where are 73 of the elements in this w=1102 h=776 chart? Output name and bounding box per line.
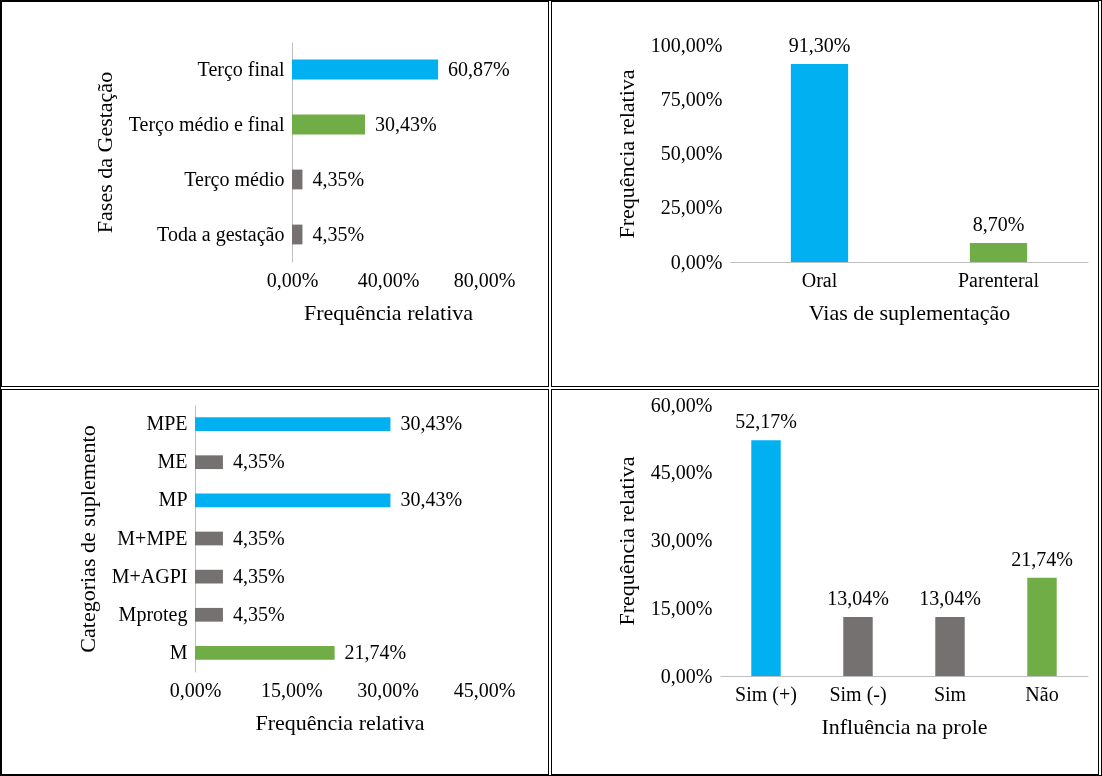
y-axis-title: Frequência relativa — [613, 69, 639, 239]
x-tick-label: Oral — [801, 268, 838, 291]
y-tick-label: 45,00% — [650, 461, 713, 484]
bar — [195, 493, 391, 508]
y-tick-label: 100,00% — [650, 33, 723, 56]
bar — [195, 569, 223, 584]
y-tick-label: MP — [158, 488, 188, 511]
y-tick-label: 0,00% — [670, 250, 723, 273]
data-label: 4,35% — [232, 450, 285, 473]
y-tick-label: 30,00% — [650, 529, 713, 551]
bar — [751, 440, 781, 676]
y-tick-label: Terço final — [197, 57, 285, 81]
y-tick-label: Terço médio — [184, 167, 285, 191]
x-tick-label: 30,00% — [357, 678, 419, 701]
bar — [195, 531, 223, 546]
bar — [195, 417, 391, 431]
data-label: 60,87% — [448, 57, 510, 80]
bar — [195, 607, 223, 622]
y-axis-title: Fases da Gestação — [91, 71, 117, 234]
data-label: 21,74% — [1011, 547, 1073, 570]
bar — [1027, 577, 1057, 676]
data-label: 21,74% — [344, 640, 407, 663]
y-tick-label: ME — [157, 450, 188, 473]
x-tick-label: 80,00% — [453, 268, 516, 291]
x-axis-title: Influência na prole — [821, 713, 988, 739]
y-tick-label: M+MPE — [117, 526, 188, 549]
y-tick-label: 75,00% — [660, 87, 723, 110]
data-label: 4,35% — [312, 222, 365, 245]
x-axis-title: Vias de suplementação — [808, 299, 1011, 325]
x-tick-label: Parenteral — [957, 268, 1040, 291]
data-label: 52,17% — [735, 410, 797, 433]
x-tick-label: 45,00% — [453, 678, 516, 701]
y-tick-label: M+AGPI — [111, 564, 188, 587]
x-tick-label: 15,00% — [261, 678, 323, 701]
bar — [843, 617, 873, 676]
bar — [292, 114, 366, 135]
data-label: 4,35% — [232, 526, 285, 549]
bar — [292, 224, 303, 245]
bar — [935, 617, 965, 676]
y-tick-label: 50,00% — [660, 142, 723, 164]
data-label: 13,04% — [827, 587, 889, 610]
bar — [292, 169, 303, 190]
data-label: 30,43% — [400, 412, 463, 435]
y-tick-label: 15,00% — [650, 596, 713, 619]
data-label: 13,04% — [919, 587, 981, 610]
y-tick-label: Terço médio e final — [128, 112, 285, 136]
y-tick-label: Mproteg — [118, 602, 188, 626]
x-axis-title: Frequência relativa — [303, 299, 474, 325]
data-label: 8,70% — [972, 213, 1025, 236]
bar — [292, 59, 439, 80]
x-tick-label: Não — [1025, 682, 1059, 705]
y-tick-label: 60,00% — [650, 393, 713, 416]
data-label: 30,43% — [400, 488, 463, 511]
bar — [195, 646, 335, 660]
x-tick-label: 0,00% — [266, 268, 319, 291]
data-label: 4,35% — [232, 602, 285, 625]
data-label: 91,30% — [788, 33, 851, 56]
data-label: 4,35% — [232, 564, 285, 587]
bar — [195, 455, 223, 470]
y-tick-label: Toda a gestação — [157, 222, 285, 246]
y-axis-title: Frequência relativa — [613, 456, 639, 626]
x-tick-label: Sim (+) — [735, 682, 797, 706]
y-axis-title: Categorias de suplemento — [74, 425, 100, 653]
x-axis-title: Frequência relativa — [255, 709, 425, 735]
y-tick-label: MPE — [146, 412, 188, 435]
y-tick-label: 25,00% — [660, 196, 723, 219]
x-tick-label: 40,00% — [357, 268, 420, 291]
data-label: 4,35% — [312, 167, 365, 190]
y-tick-label: M — [169, 640, 188, 663]
y-tick-label: 0,00% — [660, 664, 713, 687]
x-tick-label: Sim (-) — [829, 682, 887, 706]
data-label: 30,43% — [375, 112, 437, 135]
x-tick-label: Sim — [933, 682, 967, 705]
